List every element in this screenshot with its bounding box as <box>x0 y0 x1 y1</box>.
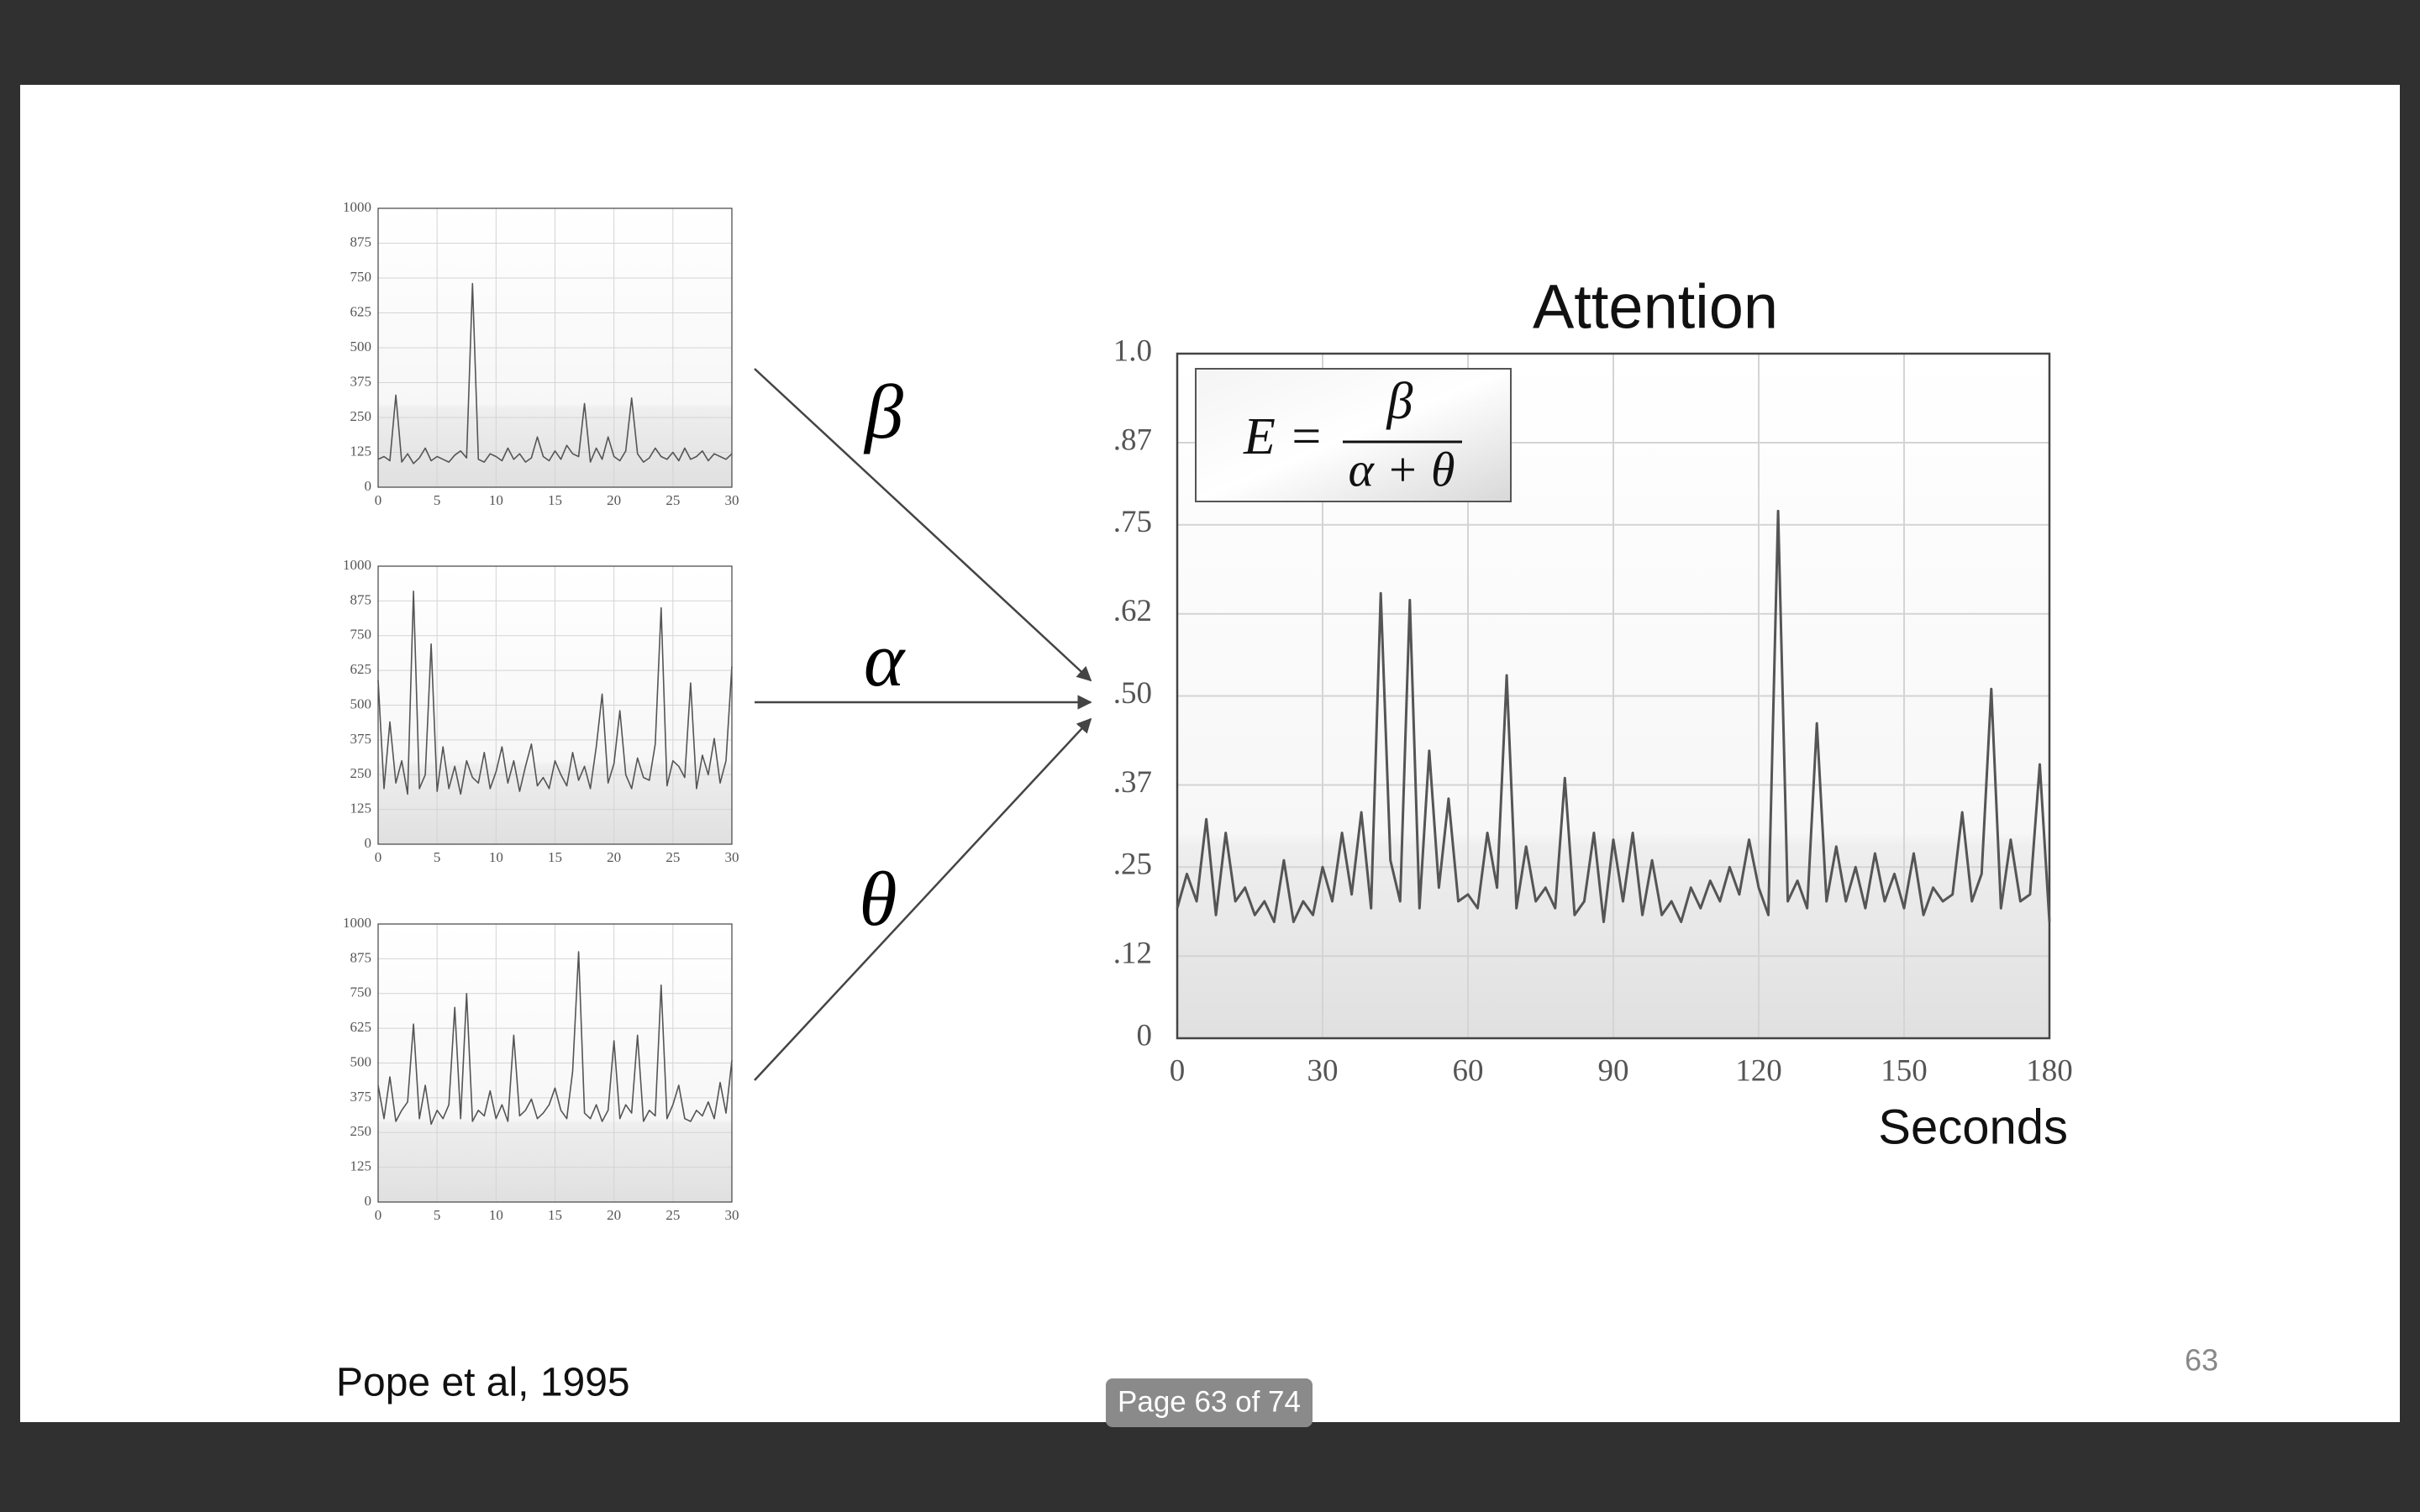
x-axis-label: Seconds <box>1878 1100 2068 1154</box>
arrow-label: β <box>863 369 903 454</box>
y-tick-label: .50 <box>1113 676 1152 711</box>
y-tick-label: 1000 <box>343 199 371 215</box>
x-tick-label: 25 <box>666 849 680 865</box>
y-tick-label: 375 <box>350 373 372 389</box>
y-tick-label: 625 <box>350 1019 372 1035</box>
x-tick-label: 15 <box>548 1207 562 1223</box>
x-tick-label: 20 <box>607 1207 621 1223</box>
y-tick-label: 625 <box>350 303 372 319</box>
y-tick-label: 250 <box>350 1123 372 1139</box>
page-indicator-pill <box>1106 1378 1313 1427</box>
y-tick-label: 875 <box>350 234 372 249</box>
formula-lhs: E = <box>1243 408 1323 465</box>
x-tick-label: 10 <box>489 849 503 865</box>
x-tick-label: 15 <box>548 849 562 865</box>
x-tick-label: 30 <box>725 849 739 865</box>
x-tick-label: 0 <box>1170 1053 1186 1088</box>
arrow-label: θ <box>859 856 897 942</box>
formula-numerator: β <box>1386 373 1413 430</box>
x-tick-label: 0 <box>375 492 382 508</box>
y-tick-label: 750 <box>350 627 372 643</box>
x-tick-label: 20 <box>607 492 621 508</box>
x-tick-label: 150 <box>1881 1053 1928 1088</box>
x-tick-label: 5 <box>434 492 441 508</box>
y-tick-label: 1000 <box>343 557 371 573</box>
y-tick-label: 875 <box>350 591 372 607</box>
x-tick-label: 30 <box>1307 1053 1339 1088</box>
x-tick-label: 0 <box>375 1207 382 1223</box>
y-tick-label: 1.0 <box>1113 333 1152 368</box>
y-tick-label: .62 <box>1113 594 1152 628</box>
x-tick-label: 30 <box>725 492 739 508</box>
y-tick-label: .87 <box>1113 423 1152 457</box>
data-line <box>377 951 733 1126</box>
x-tick-label: 120 <box>1735 1053 1782 1088</box>
y-tick-label: 125 <box>350 801 372 816</box>
plot-border <box>377 565 733 845</box>
arrow <box>754 717 1092 1081</box>
y-tick-label: 625 <box>350 661 372 677</box>
y-tick-label: 0 <box>365 1193 372 1209</box>
plot-border <box>377 207 733 488</box>
x-tick-label: 10 <box>489 492 503 508</box>
y-tick-label: 375 <box>350 731 372 747</box>
y-tick-label: 500 <box>350 696 372 711</box>
y-tick-label: 0 <box>365 835 372 851</box>
y-tick-label: 250 <box>350 408 372 424</box>
x-tick-label: 25 <box>666 1207 680 1223</box>
arrow <box>754 368 1092 682</box>
x-tick-label: 10 <box>489 1207 503 1223</box>
y-tick-label: 0 <box>1137 1018 1153 1053</box>
y-tick-label: .75 <box>1113 505 1152 539</box>
y-tick-label: .37 <box>1113 765 1152 800</box>
formula-box <box>1195 368 1512 502</box>
data-line <box>377 282 733 465</box>
x-tick-label: 180 <box>2026 1053 2073 1088</box>
y-tick-label: 750 <box>350 984 372 1000</box>
citation: Pope et al, 1995 <box>336 1361 630 1405</box>
data-line <box>377 591 733 795</box>
x-tick-label: 60 <box>1453 1053 1484 1088</box>
y-tick-label: 1000 <box>343 915 371 931</box>
x-tick-label: 90 <box>1598 1053 1629 1088</box>
y-tick-label: .25 <box>1113 848 1152 882</box>
formula-denominator: α + θ <box>1348 442 1455 496</box>
page-indicator: Page 63 of 74 <box>1118 1385 1301 1418</box>
chart-title: Attention <box>1533 272 1778 342</box>
arrow-label: α <box>864 617 906 702</box>
page-number: 63 <box>2185 1343 2218 1378</box>
y-tick-label: 750 <box>350 269 372 285</box>
x-tick-label: 5 <box>434 1207 441 1223</box>
x-tick-label: 20 <box>607 849 621 865</box>
y-tick-label: 125 <box>350 1158 372 1174</box>
x-tick-label: 30 <box>725 1207 739 1223</box>
plot-border <box>1176 352 2051 1040</box>
data-line <box>1176 509 2051 923</box>
y-tick-label: 375 <box>350 1089 372 1105</box>
y-tick-label: 500 <box>350 339 372 354</box>
y-tick-label: 250 <box>350 765 372 781</box>
y-tick-label: 125 <box>350 443 372 459</box>
y-tick-label: 500 <box>350 1053 372 1069</box>
y-tick-label: 875 <box>350 949 372 965</box>
x-tick-label: 5 <box>434 849 441 865</box>
x-tick-label: 25 <box>666 492 680 508</box>
x-tick-label: 15 <box>548 492 562 508</box>
y-tick-label: .12 <box>1113 937 1152 971</box>
y-tick-label: 0 <box>365 478 372 494</box>
x-tick-label: 0 <box>375 849 382 865</box>
